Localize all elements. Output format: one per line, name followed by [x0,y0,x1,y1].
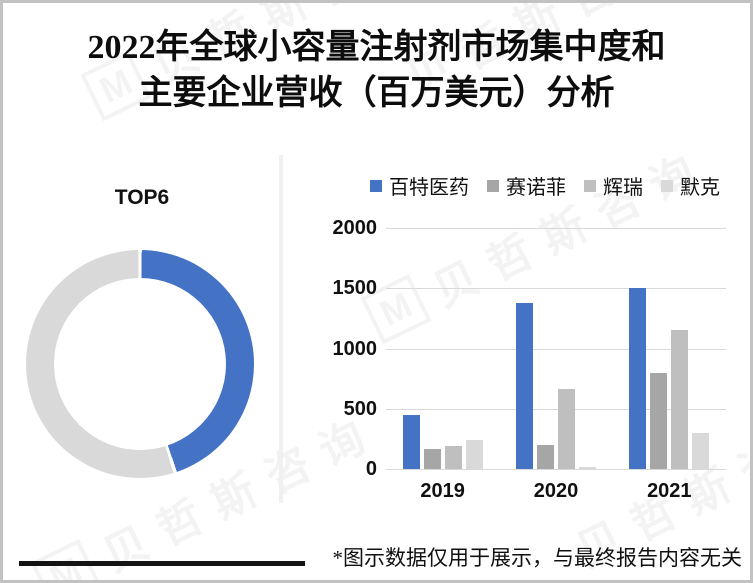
bar-group-2021 [629,228,710,469]
figure-title: 2022年全球小容量注射剂市场集中度和 主要企业营收（百万美元）分析 [3,25,750,117]
legend-item: 百特医药 [370,171,469,200]
legend-swatch-icon [584,179,596,192]
figure-title-line2: 主要企业营收（百万美元）分析 [138,75,615,112]
bar [444,446,462,469]
bar [536,444,554,469]
x-tick-label: 2021 [647,480,692,502]
panel-divider [279,155,283,503]
gridline [386,408,726,410]
y-tick-label: 2000 [332,217,378,239]
y-tick-label: 500 [343,397,377,420]
bar [423,448,441,469]
bar [671,330,689,469]
legend-item: 辉瑞 [584,171,643,200]
bar [650,372,668,469]
bar [515,302,533,469]
bar-group-2020 [515,228,596,469]
y-tick-label: 0 [365,458,377,480]
gridline [386,228,726,229]
donut-title: TOP6 [114,186,170,209]
legend-label: 默克 [680,177,720,199]
legend-swatch-icon [370,179,382,192]
figure-title-line1: 2022年全球小容量注射剂市场集中度和 [87,29,666,66]
donut-hole [54,278,226,450]
legend-swatch-icon [487,179,499,192]
bar [578,466,596,469]
bar [629,288,647,469]
legend-item: 赛诺菲 [487,171,566,200]
x-tick-label: 2019 [420,480,465,502]
y-tick-label: 1500 [332,277,378,300]
footnote: *图示数据仅用于展示，与最终报告内容无关 [332,546,743,570]
x-axis-labels: 2019 2020 2021 [386,480,726,503]
x-tick-label: 2020 [533,480,579,502]
bar [465,440,483,469]
bar-groups [386,228,726,469]
y-tick-label: 1000 [332,337,378,360]
bar-plot [386,228,726,470]
legend-item: 默克 [661,171,720,200]
gridline [386,288,726,290]
bar [692,432,710,469]
legend-label: 百特医药 [389,177,469,199]
y-axis-labels: 2000 1500 1000 500 0 [299,216,378,481]
bar [557,389,575,469]
legend-label: 辉瑞 [603,177,643,199]
bar [402,414,420,469]
gridline [386,348,726,350]
legend-swatch-icon [661,179,673,192]
legend-label: 赛诺菲 [506,177,566,199]
gridline [386,469,726,470]
footer-rule [19,561,305,566]
legend: 百特医药 赛诺菲 辉瑞 默克 [339,171,750,200]
bar-group-2019 [402,228,483,469]
